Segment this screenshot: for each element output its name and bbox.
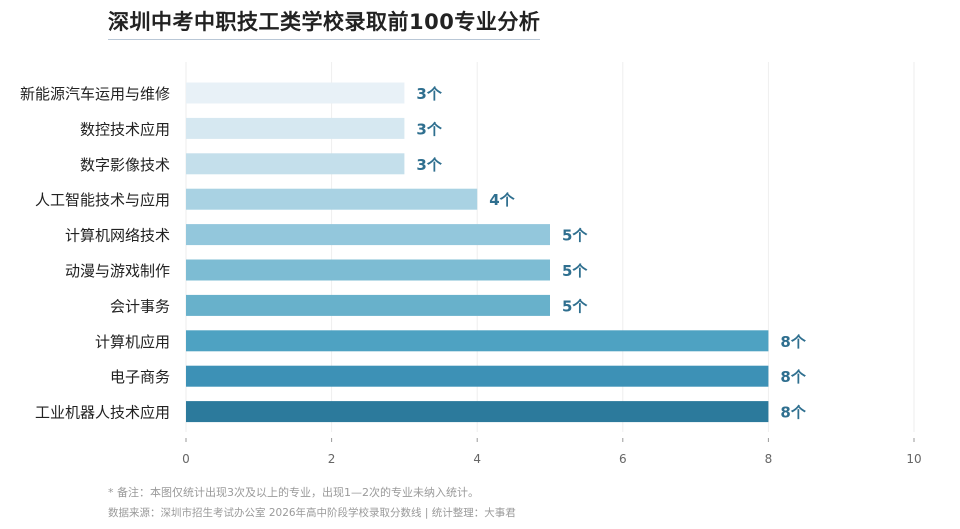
bar [186,117,405,139]
category-label: 数控技术应用 [80,120,170,138]
category-label: 会计事务 [110,297,170,315]
x-tick-label: 10 [906,452,921,466]
category-label: 电子商务 [110,368,170,386]
data-label: 3个 [416,85,442,103]
bar [186,224,550,246]
data-label: 3个 [416,120,442,138]
x-tick-label: 6 [619,452,627,466]
category-label: 新能源汽车运用与维修 [20,85,170,103]
bar [186,401,769,423]
x-tick-label: 2 [328,452,336,466]
category-label: 计算机网络技术 [65,227,170,245]
data-label: 5个 [562,227,588,245]
category-label: 计算机应用 [95,333,170,351]
bar [186,188,478,210]
bar [186,330,769,352]
x-tick-label: 4 [473,452,481,466]
category-label: 人工智能技术与应用 [35,191,170,209]
data-label: 5个 [562,262,588,280]
bar [186,82,405,104]
data-label: 8个 [780,368,806,386]
data-label: 5个 [562,297,588,315]
bar [186,259,550,281]
category-label: 数字影像技术 [80,156,170,174]
category-label: 动漫与游戏制作 [65,262,170,280]
data-label: 8个 [780,404,806,422]
x-axis: 0 2 4 6 8 10 [182,438,922,466]
bar [186,294,550,316]
bar [186,153,405,175]
data-label: 4个 [489,191,515,209]
footnote: * 备注：本图仅统计出现3次及以上的专业，出现1—2次的专业未纳入统计。 [108,486,479,499]
data-label: 3个 [416,156,442,174]
bar [186,365,769,387]
source-note: 数据来源：深圳市招生考试办公室 2026年高中阶段学校录取分数线 | 统计整理：… [108,507,516,519]
category-label: 工业机器人技术应用 [35,404,170,422]
chart-title: 深圳中考中职技工类学校录取前100专业分析 [108,6,541,40]
data-label: 8个 [780,333,806,351]
x-tick-label: 0 [182,452,190,466]
x-tick-label: 8 [765,452,773,466]
